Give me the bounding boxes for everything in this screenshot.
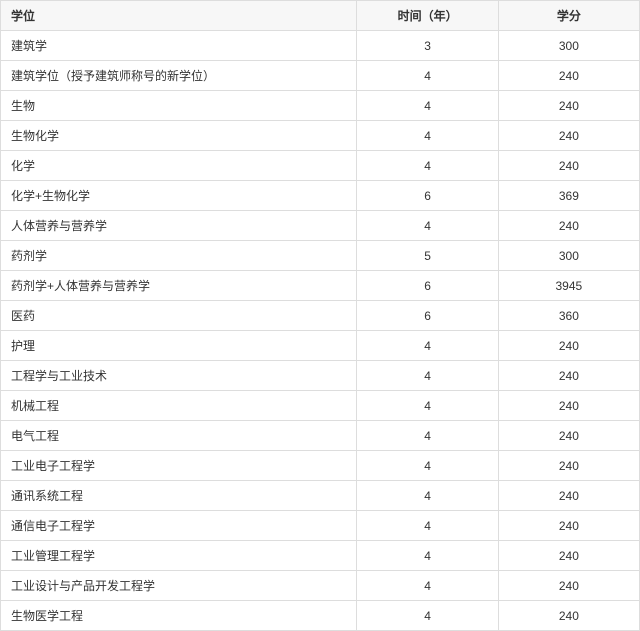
table-row: 护理4240 (1, 331, 640, 361)
cell-credits: 240 (498, 121, 639, 151)
cell-years: 4 (357, 421, 498, 451)
cell-degree: 电气工程 (1, 421, 357, 451)
cell-years: 4 (357, 571, 498, 601)
table-row: 电气工程4240 (1, 421, 640, 451)
cell-years: 6 (357, 181, 498, 211)
cell-years: 6 (357, 271, 498, 301)
cell-degree: 工程学与工业技术 (1, 361, 357, 391)
cell-years: 4 (357, 91, 498, 121)
cell-years: 5 (357, 241, 498, 271)
cell-degree: 护理 (1, 331, 357, 361)
cell-credits: 360 (498, 301, 639, 331)
table-row: 建筑学3300 (1, 31, 640, 61)
cell-credits: 240 (498, 541, 639, 571)
cell-credits: 240 (498, 571, 639, 601)
table-body: 建筑学3300建筑学位（授予建筑师称号的新学位）4240生物4240生物化学42… (1, 31, 640, 631)
table-row: 建筑学位（授予建筑师称号的新学位）4240 (1, 61, 640, 91)
table-row: 生物4240 (1, 91, 640, 121)
table-row: 人体营养与营养学4240 (1, 211, 640, 241)
cell-degree: 通讯系统工程 (1, 481, 357, 511)
degrees-table-container: 学位 时间（年） 学分 建筑学3300建筑学位（授予建筑师称号的新学位）4240… (0, 0, 640, 631)
cell-years: 4 (357, 211, 498, 241)
cell-years: 4 (357, 451, 498, 481)
cell-credits: 369 (498, 181, 639, 211)
table-row: 机械工程4240 (1, 391, 640, 421)
cell-years: 4 (357, 541, 498, 571)
cell-years: 4 (357, 601, 498, 631)
cell-years: 4 (357, 151, 498, 181)
cell-years: 4 (357, 61, 498, 91)
cell-degree: 药剂学+人体营养与营养学 (1, 271, 357, 301)
table-row: 工业电子工程学4240 (1, 451, 640, 481)
cell-degree: 医药 (1, 301, 357, 331)
cell-credits: 240 (498, 361, 639, 391)
cell-credits: 3945 (498, 271, 639, 301)
cell-degree: 建筑学位（授予建筑师称号的新学位） (1, 61, 357, 91)
cell-credits: 240 (498, 451, 639, 481)
cell-credits: 240 (498, 61, 639, 91)
cell-degree: 药剂学 (1, 241, 357, 271)
col-header-credits: 学分 (498, 1, 639, 31)
cell-years: 4 (357, 331, 498, 361)
cell-degree: 工业电子工程学 (1, 451, 357, 481)
table-row: 工程学与工业技术4240 (1, 361, 640, 391)
cell-degree: 生物化学 (1, 121, 357, 151)
cell-degree: 生物 (1, 91, 357, 121)
col-header-years: 时间（年） (357, 1, 498, 31)
cell-years: 4 (357, 481, 498, 511)
table-header-row: 学位 时间（年） 学分 (1, 1, 640, 31)
col-header-degree: 学位 (1, 1, 357, 31)
cell-degree: 工业设计与产品开发工程学 (1, 571, 357, 601)
table-row: 工业设计与产品开发工程学4240 (1, 571, 640, 601)
cell-years: 3 (357, 31, 498, 61)
cell-credits: 240 (498, 601, 639, 631)
cell-credits: 240 (498, 481, 639, 511)
cell-credits: 300 (498, 241, 639, 271)
table-row: 生物化学4240 (1, 121, 640, 151)
cell-degree: 化学+生物化学 (1, 181, 357, 211)
table-row: 化学4240 (1, 151, 640, 181)
cell-years: 4 (357, 121, 498, 151)
table-header: 学位 时间（年） 学分 (1, 1, 640, 31)
cell-credits: 240 (498, 91, 639, 121)
cell-credits: 240 (498, 511, 639, 541)
cell-years: 4 (357, 361, 498, 391)
cell-degree: 工业管理工程学 (1, 541, 357, 571)
table-row: 通信电子工程学4240 (1, 511, 640, 541)
cell-credits: 240 (498, 421, 639, 451)
cell-credits: 300 (498, 31, 639, 61)
table-row: 药剂学+人体营养与营养学63945 (1, 271, 640, 301)
cell-degree: 化学 (1, 151, 357, 181)
cell-years: 6 (357, 301, 498, 331)
cell-degree: 生物医学工程 (1, 601, 357, 631)
cell-credits: 240 (498, 331, 639, 361)
table-row: 生物医学工程4240 (1, 601, 640, 631)
cell-degree: 通信电子工程学 (1, 511, 357, 541)
table-row: 通讯系统工程4240 (1, 481, 640, 511)
table-row: 医药6360 (1, 301, 640, 331)
degrees-table: 学位 时间（年） 学分 建筑学3300建筑学位（授予建筑师称号的新学位）4240… (0, 0, 640, 631)
cell-years: 4 (357, 391, 498, 421)
cell-credits: 240 (498, 151, 639, 181)
table-row: 药剂学5300 (1, 241, 640, 271)
cell-degree: 机械工程 (1, 391, 357, 421)
table-row: 工业管理工程学4240 (1, 541, 640, 571)
cell-credits: 240 (498, 391, 639, 421)
cell-credits: 240 (498, 211, 639, 241)
cell-years: 4 (357, 511, 498, 541)
cell-degree: 人体营养与营养学 (1, 211, 357, 241)
table-row: 化学+生物化学6369 (1, 181, 640, 211)
cell-degree: 建筑学 (1, 31, 357, 61)
